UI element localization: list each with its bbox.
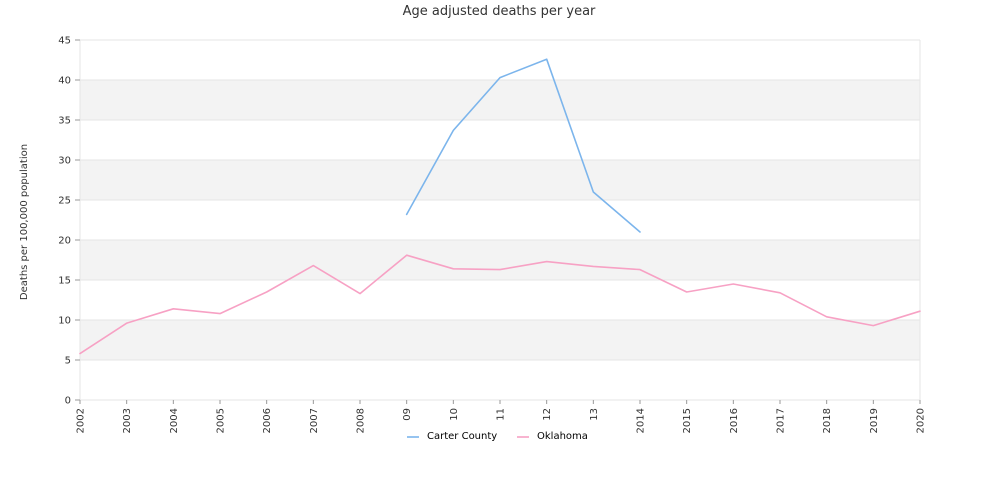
x-tick-label: 2015	[682, 408, 693, 433]
x-tick-label: 2008	[356, 408, 367, 433]
y-tick-label: 20	[58, 236, 71, 247]
grid-band	[80, 160, 920, 200]
y-tick-label: 0	[65, 396, 71, 407]
x-tick-label: 2014	[636, 408, 647, 433]
legend-label[interactable]: Oklahoma	[537, 431, 588, 442]
y-tick-label: 40	[58, 76, 71, 87]
x-tick-label: 13	[589, 408, 600, 421]
y-tick-label: 15	[58, 276, 71, 287]
y-tick-label: 30	[58, 156, 71, 167]
x-tick-label: 2018	[822, 408, 833, 433]
legend: Carter County Oklahoma	[407, 431, 588, 442]
x-axis-ticks: 2002 2003 2004 2005 2006 2007 2008 09 10 11 12 13 20…	[76, 400, 927, 433]
x-tick-label: 2004	[169, 408, 180, 433]
series-line	[405, 58, 641, 233]
grid-band	[80, 240, 920, 280]
x-tick-label: 10	[449, 408, 460, 421]
legend-label[interactable]: Carter County	[427, 431, 497, 442]
x-tick-label: 2020	[916, 408, 927, 433]
x-tick-label: 2007	[309, 408, 320, 433]
y-axis-ticks: 0 5 10 15 20 25 30 35 40 45	[58, 36, 80, 407]
y-axis-title: Deaths per 100,000 population	[19, 144, 30, 300]
x-tick-label: 12	[542, 408, 553, 421]
x-tick-label: 2017	[776, 408, 787, 433]
y-tick-label: 45	[58, 36, 71, 47]
grid-band	[80, 320, 920, 360]
x-tick-label: 2019	[869, 408, 880, 433]
grid-lines	[79, 39, 921, 401]
grid-band	[80, 80, 920, 120]
x-tick-label: 2006	[262, 408, 273, 433]
x-tick-label: 2005	[216, 408, 227, 433]
x-tick-label: 2002	[76, 408, 87, 433]
grid-bands	[80, 80, 920, 360]
x-tick-label: 2016	[729, 408, 740, 433]
x-tick-label: 2003	[122, 408, 133, 433]
y-tick-label: 35	[58, 116, 71, 127]
y-tick-label: 5	[65, 356, 71, 367]
series-line	[79, 254, 921, 355]
x-tick-label: 11	[496, 408, 507, 421]
x-tick-label: 09	[402, 408, 413, 421]
y-tick-label: 25	[58, 196, 71, 207]
series-lines	[79, 58, 921, 355]
y-tick-label: 10	[58, 316, 71, 327]
chart-title: Age adjusted deaths per year	[403, 4, 596, 19]
